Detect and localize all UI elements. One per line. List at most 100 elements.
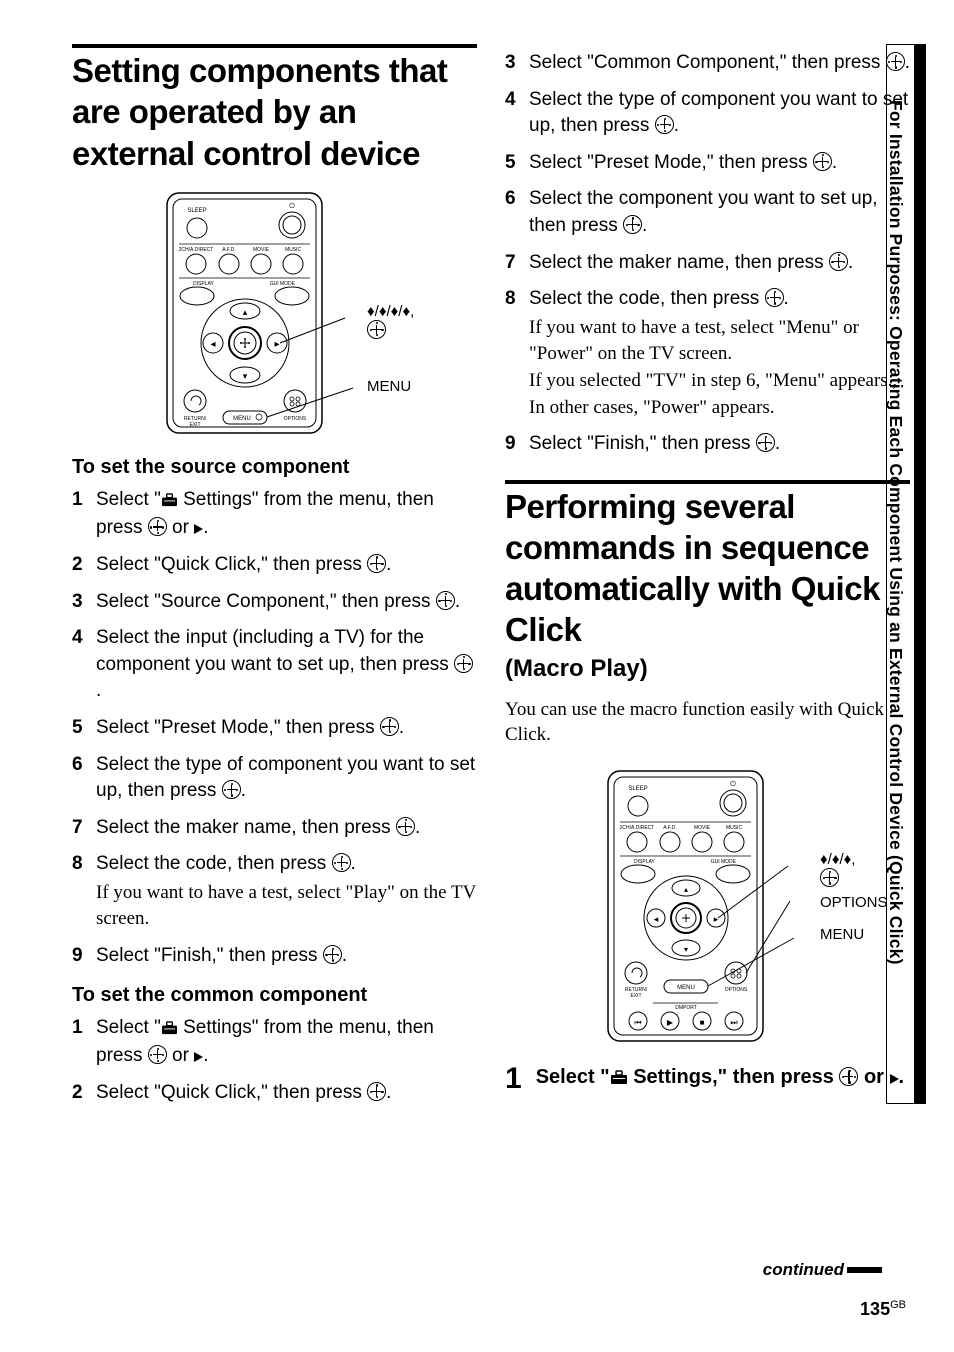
svg-text:◂: ◂ [653,914,658,924]
enter-icon [756,433,775,452]
step-num: 5 [72,715,86,742]
svg-text:DMPORT: DMPORT [675,1005,697,1011]
remote1-arrows-label: ♦/♦/♦/♦, [367,303,414,340]
step-num: 9 [72,943,86,970]
svg-text:2CH/A.DIRECT: 2CH/A.DIRECT [178,247,213,253]
svg-text:▶: ▶ [666,1018,673,1027]
step-body: Select the component you want to set up,… [529,186,910,239]
svg-text:◂: ◂ [210,339,215,350]
enter-icon [623,215,642,234]
step-body: Select "Quick Click," then press . [96,1080,477,1107]
left-column: Setting components that are operated by … [72,44,477,1116]
enter-icon [323,945,342,964]
enter-icon [839,1067,858,1086]
svg-text:DISPLAY: DISPLAY [193,281,214,287]
step-body: Select "Common Component," then press . [529,50,910,77]
svg-text:GUI MODE: GUI MODE [710,859,736,865]
remote1-menu-label: MENU [367,378,411,395]
step-item: 8Select the code, then press .If you wan… [72,851,477,933]
enter-icon [655,115,674,134]
svg-text:MENU: MENU [233,416,251,422]
step-num: 4 [72,625,86,705]
macro-subtitle: (Macro Play) [505,655,910,683]
big-step-num: 1 [505,1064,522,1094]
enter-icon [436,591,455,610]
intro-text: You can use the macro function easily wi… [505,697,910,748]
step-num: 7 [505,250,519,277]
svg-text:⏻: ⏻ [289,202,295,210]
step-body: Select "Finish," then press . [96,943,477,970]
svg-text:MUSIC: MUSIC [725,825,742,831]
side-tab-black [914,44,926,1104]
step-note: If you want to have a test, select "Menu… [529,315,910,421]
step-num: 3 [505,50,519,77]
remote-illustration-1: SLEEP ⏻ 2CH/A.DIRECT A.F.D. MOVIE MUSIC … [72,188,477,438]
step-item: 3 Select "Common Component," then press . [505,50,910,77]
right-column: 3 Select "Common Component," then press .… [505,44,910,1116]
step-body: Select the type of component you want to… [96,752,477,805]
svg-text:MOVIE: MOVIE [252,247,269,253]
svg-text:OPTIONS: OPTIONS [724,987,747,993]
step-body: Select the maker name, then press . [529,250,910,277]
right-arrow-icon [194,1052,203,1062]
step-num: 7 [72,815,86,842]
step-num: 1 [72,487,86,542]
svg-text:EXIT: EXIT [189,422,200,428]
remote2-options-label: OPTIONS [820,894,888,911]
enter-icon [829,252,848,271]
big-step-body: Select " Settings," then press or . [536,1064,904,1094]
enter-icon [813,152,832,171]
step-body: Select " Settings" from the menu, then p… [96,1015,477,1070]
step-num: 2 [72,1080,86,1107]
step-body: Select "Quick Click," then press . [96,552,477,579]
svg-text:DISPLAY: DISPLAY [634,859,655,865]
steps-source: 1Select " Settings" from the menu, then … [72,487,477,970]
svg-text:2CH/A.DIRECT: 2CH/A.DIRECT [619,825,654,831]
enter-icon [765,288,784,307]
steps-common-cont: 3 Select "Common Component," then press .… [505,50,910,458]
step-num: 6 [72,752,86,805]
enter-icon [148,517,167,536]
enter-icon [332,853,351,872]
step-item: 8Select the code, then press .If you wan… [505,286,910,421]
step-num: 6 [505,186,519,239]
step-item: 2Select "Quick Click," then press . [72,552,477,579]
section-title-2: Performing several commands in sequence … [505,486,910,651]
macro-step-1: 1 Select " Settings," then press or . [505,1064,910,1094]
svg-text:SLEEP: SLEEP [628,786,647,792]
enter-icon [454,654,473,673]
continued-label: continued [763,1260,882,1280]
enter-icon [222,780,241,799]
svg-text:MOVIE: MOVIE [693,825,710,831]
svg-text:A.F.D.: A.F.D. [663,825,677,831]
step-num: 4 [505,87,519,140]
svg-text:⏭: ⏭ [730,1018,737,1027]
step-item: 5Select "Preset Mode," then press . [505,150,910,177]
step-num: 8 [505,286,519,421]
step-item: 1Select " Settings" from the menu, then … [72,487,477,542]
enter-icon [367,1082,386,1101]
main-title: Setting components that are operated by … [72,50,477,174]
step-item: 3Select "Source Component," then press . [72,589,477,616]
title-rule [72,44,477,48]
step-item: 1Select " Settings" from the menu, then … [72,1015,477,1070]
remote2-menu-label: MENU [820,926,864,943]
svg-text:OPTIONS: OPTIONS [283,416,306,422]
step-num: 8 [72,851,86,933]
step-item: 4Select the input (including a TV) for t… [72,625,477,705]
step-body: Select the type of component you want to… [529,87,910,140]
step-item: 6Select the type of component you want t… [72,752,477,805]
side-tab-text: For Installation Purposes: Operating Eac… [885,100,906,965]
svg-text:MUSIC: MUSIC [284,247,301,253]
step-body: Select the maker name, then press . [96,815,477,842]
svg-text:▾: ▾ [242,371,247,381]
title-rule-2 [505,480,910,484]
step-body: Select " Settings" from the menu, then p… [96,487,477,542]
step-item: 9 Select "Finish," then press . [72,943,477,970]
step-num: 3 [72,589,86,616]
toolbox-icon [610,1066,628,1093]
svg-text:GUI MODE: GUI MODE [269,281,295,287]
svg-text:▴: ▴ [683,885,687,894]
svg-text:SLEEP: SLEEP [187,208,206,214]
svg-text:⏮: ⏮ [634,1018,641,1027]
